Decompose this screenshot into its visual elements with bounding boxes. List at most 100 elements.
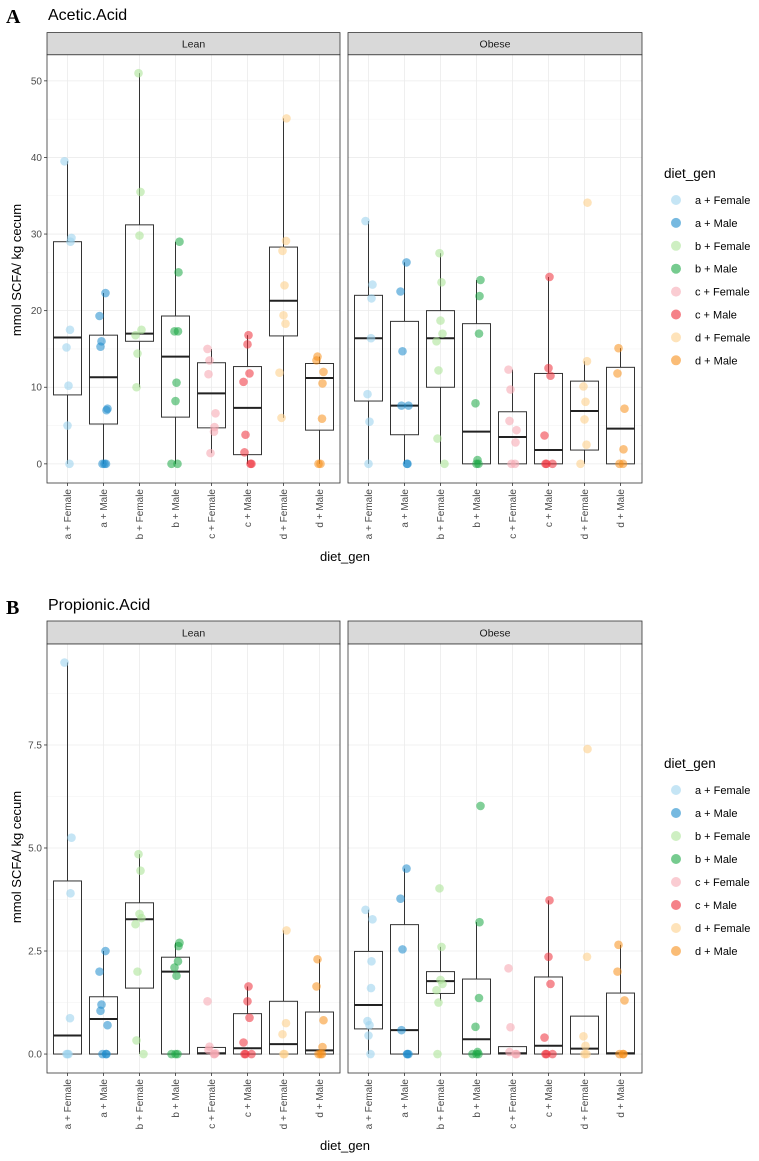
facet-strip-label: Obese	[480, 39, 511, 51]
data-point	[437, 942, 446, 952]
data-point	[65, 459, 74, 469]
box-c-male	[233, 982, 262, 1059]
legend-title: diet_gen	[664, 756, 716, 771]
data-point	[582, 1049, 591, 1059]
data-point	[614, 343, 623, 353]
data-point	[319, 367, 328, 377]
x-axis-title: diet_gen	[320, 1138, 370, 1153]
data-point	[167, 459, 176, 469]
data-point	[506, 1022, 515, 1032]
legend-item: d + Female	[671, 332, 750, 344]
box-a-male	[89, 288, 118, 469]
data-point	[402, 459, 412, 469]
box-iqr	[570, 380, 599, 451]
data-point	[582, 952, 592, 962]
data-point	[240, 1049, 249, 1059]
box-iqr	[125, 224, 154, 342]
data-point	[245, 369, 254, 378]
data-point	[132, 382, 141, 392]
legend-key	[671, 946, 681, 956]
legend-key	[671, 900, 681, 910]
data-point	[397, 1025, 406, 1035]
facet-strip-label: Lean	[182, 39, 206, 51]
data-point	[95, 311, 104, 321]
data-point	[367, 957, 376, 966]
legend-label: c + Male	[695, 900, 737, 912]
x-tick-label: d + Male	[616, 1079, 627, 1118]
plot-background	[47, 644, 340, 1073]
data-point	[65, 1013, 75, 1023]
data-point	[172, 378, 181, 387]
data-point	[244, 330, 253, 340]
x-tick-label: c + Male	[544, 1079, 555, 1118]
chart-B: B Propionic.Acid Lean a + Female a + Male b +…	[6, 597, 750, 1153]
data-point	[615, 1049, 624, 1059]
data-point	[504, 365, 513, 374]
data-point	[100, 459, 109, 469]
data-point	[615, 459, 624, 469]
x-tick-label: d + Male	[616, 489, 627, 528]
legend-label: b + Male	[695, 854, 738, 866]
plot-border	[347, 643, 643, 1074]
x-tick-label: d + Female	[279, 489, 290, 540]
box-a-female	[53, 658, 82, 1059]
data-point	[364, 1031, 373, 1040]
data-point	[546, 979, 555, 989]
data-point	[505, 416, 514, 426]
x-tick-label: a + Male	[99, 489, 110, 528]
data-point	[581, 397, 590, 407]
data-point	[548, 459, 557, 469]
data-point	[240, 448, 249, 457]
data-point	[131, 330, 140, 340]
x-tick-label: b + Male	[472, 489, 483, 528]
data-point	[175, 237, 184, 247]
data-point	[133, 349, 142, 358]
legend-label: a + Female	[695, 195, 750, 207]
x-tick-label: b + Female	[135, 489, 146, 540]
data-point	[170, 963, 179, 972]
box-a-male	[390, 864, 419, 1059]
box-c-female	[197, 344, 226, 458]
data-point	[209, 1049, 219, 1059]
legend-key	[671, 240, 681, 251]
data-point	[361, 905, 370, 915]
data-point	[614, 940, 623, 950]
legend-item: c + Male	[671, 900, 737, 912]
panel-label: A	[6, 6, 21, 28]
legend-key	[671, 831, 681, 841]
legend-key	[671, 355, 681, 366]
data-point	[203, 344, 212, 354]
legend-item: a + Male	[671, 217, 738, 230]
data-point	[64, 381, 73, 391]
y-tick-label: 20	[31, 306, 43, 317]
data-point	[134, 849, 143, 859]
plot-border	[46, 54, 341, 484]
box-a-female	[53, 156, 82, 469]
data-point	[172, 971, 181, 981]
box-d-male	[305, 352, 334, 469]
y-tick-label: 10	[31, 383, 43, 394]
data-point	[619, 444, 628, 454]
data-point	[312, 356, 321, 365]
data-point	[541, 459, 550, 469]
data-point	[402, 864, 411, 873]
data-point	[432, 985, 441, 995]
box-iqr	[161, 315, 190, 418]
data-point	[545, 896, 554, 905]
x-tick-label: b + Male	[171, 489, 182, 528]
data-point	[475, 917, 484, 927]
data-point	[361, 216, 370, 226]
x-tick-label: d + Female	[279, 1079, 290, 1130]
x-axis-title: diet_gen	[320, 549, 370, 564]
data-point	[476, 275, 485, 285]
data-point	[170, 327, 179, 336]
legend-item: d + Male	[671, 946, 738, 958]
x-tick-label: a + Female	[364, 1079, 375, 1130]
box-c-male	[534, 896, 563, 1059]
x-tick-label: a + Female	[63, 1079, 74, 1130]
x-tick-label: b + Male	[472, 1079, 483, 1118]
data-point	[364, 459, 373, 469]
x-tick-label: a + Female	[364, 489, 375, 540]
data-point	[206, 448, 215, 458]
